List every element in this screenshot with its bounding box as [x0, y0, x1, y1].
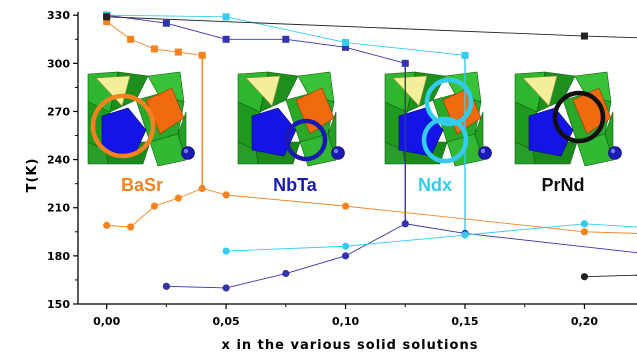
- sphere-highlight-shape: [333, 148, 339, 154]
- y-tick-label: 210: [47, 202, 70, 215]
- blue-sphere-icon: [608, 146, 622, 160]
- blue-sphere-icon: [478, 146, 492, 160]
- data-point-basr: [198, 51, 206, 59]
- data-point-basr: [198, 184, 206, 193]
- series-line-nbta-square: [106, 14, 406, 64]
- sphere-highlight-shape: [610, 148, 616, 154]
- data-point-nbta: [222, 284, 230, 292]
- inset-labels: BaSr NbTa Ndx PrNd: [121, 175, 585, 195]
- series-line-prnd-square: [106, 16, 637, 39]
- data-point-basr: [103, 221, 111, 229]
- axes: 150 180 210 240 270 300 330 0,00 0,05 0,10 0,15 0,2…: [47, 9, 637, 328]
- data-point-basr: [580, 228, 589, 236]
- data-point-nbta: [162, 282, 170, 290]
- y-tick-label: 270: [47, 105, 70, 118]
- data-point-ndx: [580, 220, 589, 228]
- y-tick-label: 180: [47, 250, 70, 263]
- x-axis-title: x in the various solid solutions: [222, 338, 479, 353]
- y-tick-label: 150: [47, 298, 70, 311]
- yellow-tetrahedron-shape: [522, 75, 558, 107]
- data-point-ndx: [341, 242, 350, 250]
- series-line-ndx-square: [106, 14, 466, 56]
- data-point-nbta: [342, 43, 350, 51]
- connector-lines: [201, 55, 466, 236]
- yellow-tetrahedron-shape: [245, 75, 281, 107]
- x-tick-label: 0,00: [93, 315, 120, 328]
- data-point-nbta: [401, 59, 409, 67]
- data-point-basr: [103, 18, 111, 26]
- data-point-basr: [174, 194, 182, 202]
- data-point-prnd: [580, 32, 588, 40]
- structure-insets: [87, 71, 622, 167]
- green-octahedron-shape: [237, 141, 259, 165]
- inset-prnd: [514, 71, 622, 167]
- blue-sphere-icon: [331, 146, 345, 160]
- data-point-ndx: [222, 13, 230, 21]
- data-point-nbta: [282, 35, 290, 43]
- y-tick-label: 330: [47, 9, 70, 22]
- data-point-ndx: [461, 231, 469, 239]
- highlight-ring-shape: [421, 116, 469, 164]
- data-point-basr: [126, 223, 135, 231]
- data-point-prnd: [103, 13, 111, 21]
- data-point-basr: [174, 48, 182, 56]
- data-point-nbta: [282, 269, 290, 278]
- data-point-basr: [341, 202, 350, 210]
- data-point-nbta: [401, 220, 409, 228]
- inset-ndx: [384, 71, 492, 167]
- yellow-tetrahedron-shape: [392, 75, 428, 107]
- x-tick-label: 0,15: [451, 315, 478, 328]
- inset-label-nbta: NbTa: [273, 175, 318, 195]
- x-tick-label: 0,05: [213, 315, 240, 328]
- blue-polyhedron-shape: [398, 107, 444, 157]
- sphere-highlight-shape: [183, 148, 189, 154]
- blue-sphere-icon: [181, 146, 195, 160]
- y-tick-label: 300: [47, 57, 70, 70]
- data-point-ndx: [342, 38, 350, 46]
- data-point-nbta: [341, 252, 350, 260]
- data-point-nbta: [222, 35, 230, 43]
- y-tick-label: 240: [47, 154, 70, 167]
- highlight-ring-shape: [424, 77, 474, 127]
- inset-label-basr: BaSr: [121, 175, 163, 195]
- data-point-ndx: [222, 247, 230, 255]
- y-axis-title: T(K): [25, 158, 40, 193]
- inset-nbta: [237, 71, 345, 167]
- inset-basr: [87, 71, 195, 167]
- data-point-prnd: [580, 273, 589, 281]
- sphere-highlight-shape: [480, 148, 486, 154]
- series-line-prnd-circle: [584, 274, 637, 278]
- green-octahedron-shape: [514, 141, 536, 165]
- orange-polyhedron-shape: [145, 87, 185, 135]
- data-point-basr: [150, 45, 158, 53]
- data-point-basr: [127, 35, 135, 43]
- highlight-ring-shape: [90, 93, 156, 159]
- blue-polyhedron-shape: [251, 107, 297, 157]
- series-points: [103, 11, 589, 292]
- x-tick-label: 0,10: [332, 315, 359, 328]
- series-line-nbta-circle: [166, 223, 637, 289]
- inset-label-ndx: Ndx: [418, 175, 452, 195]
- blue-polyhedron-shape: [528, 107, 574, 157]
- data-point-nbta: [162, 19, 170, 27]
- x-tick-label: 0,20: [571, 315, 598, 328]
- inset-label-prnd: PrNd: [541, 175, 584, 195]
- highlight-ring-shape: [284, 118, 328, 162]
- yellow-tetrahedron-shape: [95, 75, 131, 107]
- data-point-basr: [222, 191, 230, 199]
- data-point-basr: [150, 202, 159, 210]
- highlight-ring-shape: [552, 90, 606, 144]
- data-point-ndx: [461, 51, 469, 59]
